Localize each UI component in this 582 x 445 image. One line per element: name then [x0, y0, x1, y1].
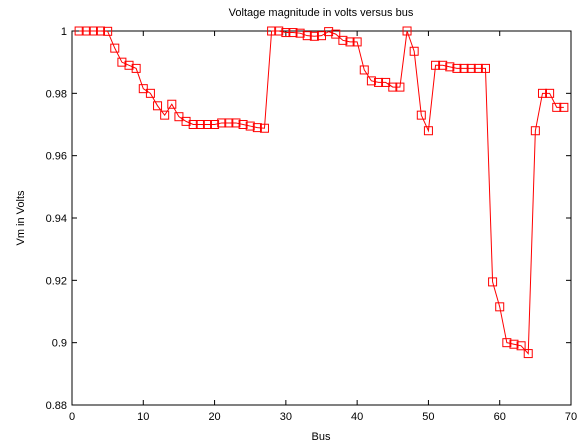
- point-marker: [559, 102, 569, 112]
- point-marker: [402, 26, 412, 36]
- y-tick-label: 0.98: [46, 88, 67, 100]
- point-marker: [523, 349, 533, 359]
- point-marker: [131, 63, 141, 73]
- point-marker: [124, 60, 134, 70]
- x-tick-label: 50: [422, 411, 434, 423]
- point-marker: [252, 123, 262, 133]
- point-marker: [495, 302, 505, 312]
- point-marker: [473, 63, 483, 73]
- point-marker: [110, 43, 120, 53]
- point-marker: [345, 37, 355, 47]
- point-marker: [409, 46, 419, 56]
- point-marker: [530, 126, 540, 136]
- x-tick-label: 0: [69, 411, 75, 423]
- point-marker: [231, 118, 241, 128]
- y-tick-label: 0.96: [46, 151, 67, 163]
- point-marker: [160, 110, 170, 120]
- point-marker: [224, 118, 234, 128]
- point-marker: [516, 341, 526, 351]
- point-marker: [81, 26, 91, 36]
- point-marker: [502, 338, 512, 348]
- point-marker: [466, 63, 476, 73]
- point-marker: [238, 120, 248, 129]
- y-tick-label: 1: [61, 26, 67, 38]
- point-marker: [352, 37, 362, 47]
- point-marker: [480, 63, 490, 73]
- point-marker: [381, 77, 391, 87]
- point-marker: [295, 28, 305, 38]
- point-marker: [545, 88, 555, 98]
- point-marker: [145, 88, 155, 98]
- point-marker: [309, 31, 319, 41]
- point-marker: [416, 110, 426, 120]
- point-marker: [445, 62, 455, 72]
- point-marker: [202, 120, 212, 129]
- point-marker: [537, 88, 547, 98]
- point-marker: [88, 26, 98, 36]
- point-marker: [153, 101, 163, 111]
- point-marker: [459, 63, 469, 73]
- point-marker: [452, 63, 462, 73]
- point-marker: [374, 77, 384, 87]
- y-tick-label: 0.88: [46, 400, 67, 412]
- point-marker: [217, 118, 227, 128]
- point-marker: [103, 26, 113, 36]
- point-marker: [188, 120, 198, 129]
- y-tick-label: 0.92: [46, 275, 67, 287]
- point-marker: [288, 28, 298, 38]
- point-marker: [267, 26, 277, 36]
- point-marker: [366, 76, 376, 86]
- point-marker: [96, 26, 106, 36]
- x-tick-label: 20: [208, 411, 220, 423]
- point-marker: [431, 60, 441, 70]
- point-marker: [245, 121, 255, 131]
- plot-frame: [71, 30, 572, 406]
- point-marker: [509, 339, 519, 349]
- y-axis-label: Vm in Volts: [15, 190, 27, 246]
- point-marker: [74, 26, 84, 36]
- x-tick-label: 30: [280, 411, 292, 423]
- point-marker: [117, 57, 127, 67]
- point-marker: [324, 27, 334, 37]
- point-marker: [302, 31, 312, 41]
- x-tick-label: 40: [351, 411, 363, 423]
- point-marker: [274, 26, 284, 36]
- point-marker: [552, 102, 562, 112]
- x-tick-label: 60: [494, 411, 506, 423]
- point-marker: [331, 29, 341, 39]
- point-marker: [388, 82, 398, 92]
- point-marker: [438, 60, 448, 70]
- point-marker: [395, 82, 405, 92]
- y-tick-label: 0.94: [46, 213, 67, 225]
- point-marker: [138, 84, 148, 94]
- point-marker: [359, 65, 369, 75]
- point-marker: [167, 99, 177, 109]
- point-marker: [195, 120, 205, 129]
- x-tick-label: 70: [565, 411, 577, 423]
- point-marker: [259, 123, 269, 133]
- x-tick-label: 10: [137, 411, 149, 423]
- point-marker: [488, 277, 498, 287]
- x-axis-label: Bus: [312, 431, 331, 443]
- y-tick-label: 0.9: [52, 338, 67, 350]
- point-marker: [281, 28, 291, 38]
- chart-title: Voltage magnitude in volts versus bus: [229, 7, 414, 19]
- point-marker: [174, 112, 184, 122]
- series-line: [79, 30, 564, 355]
- point-marker: [423, 126, 433, 136]
- point-marker: [181, 116, 191, 126]
- point-marker: [338, 35, 348, 45]
- point-marker: [210, 120, 220, 129]
